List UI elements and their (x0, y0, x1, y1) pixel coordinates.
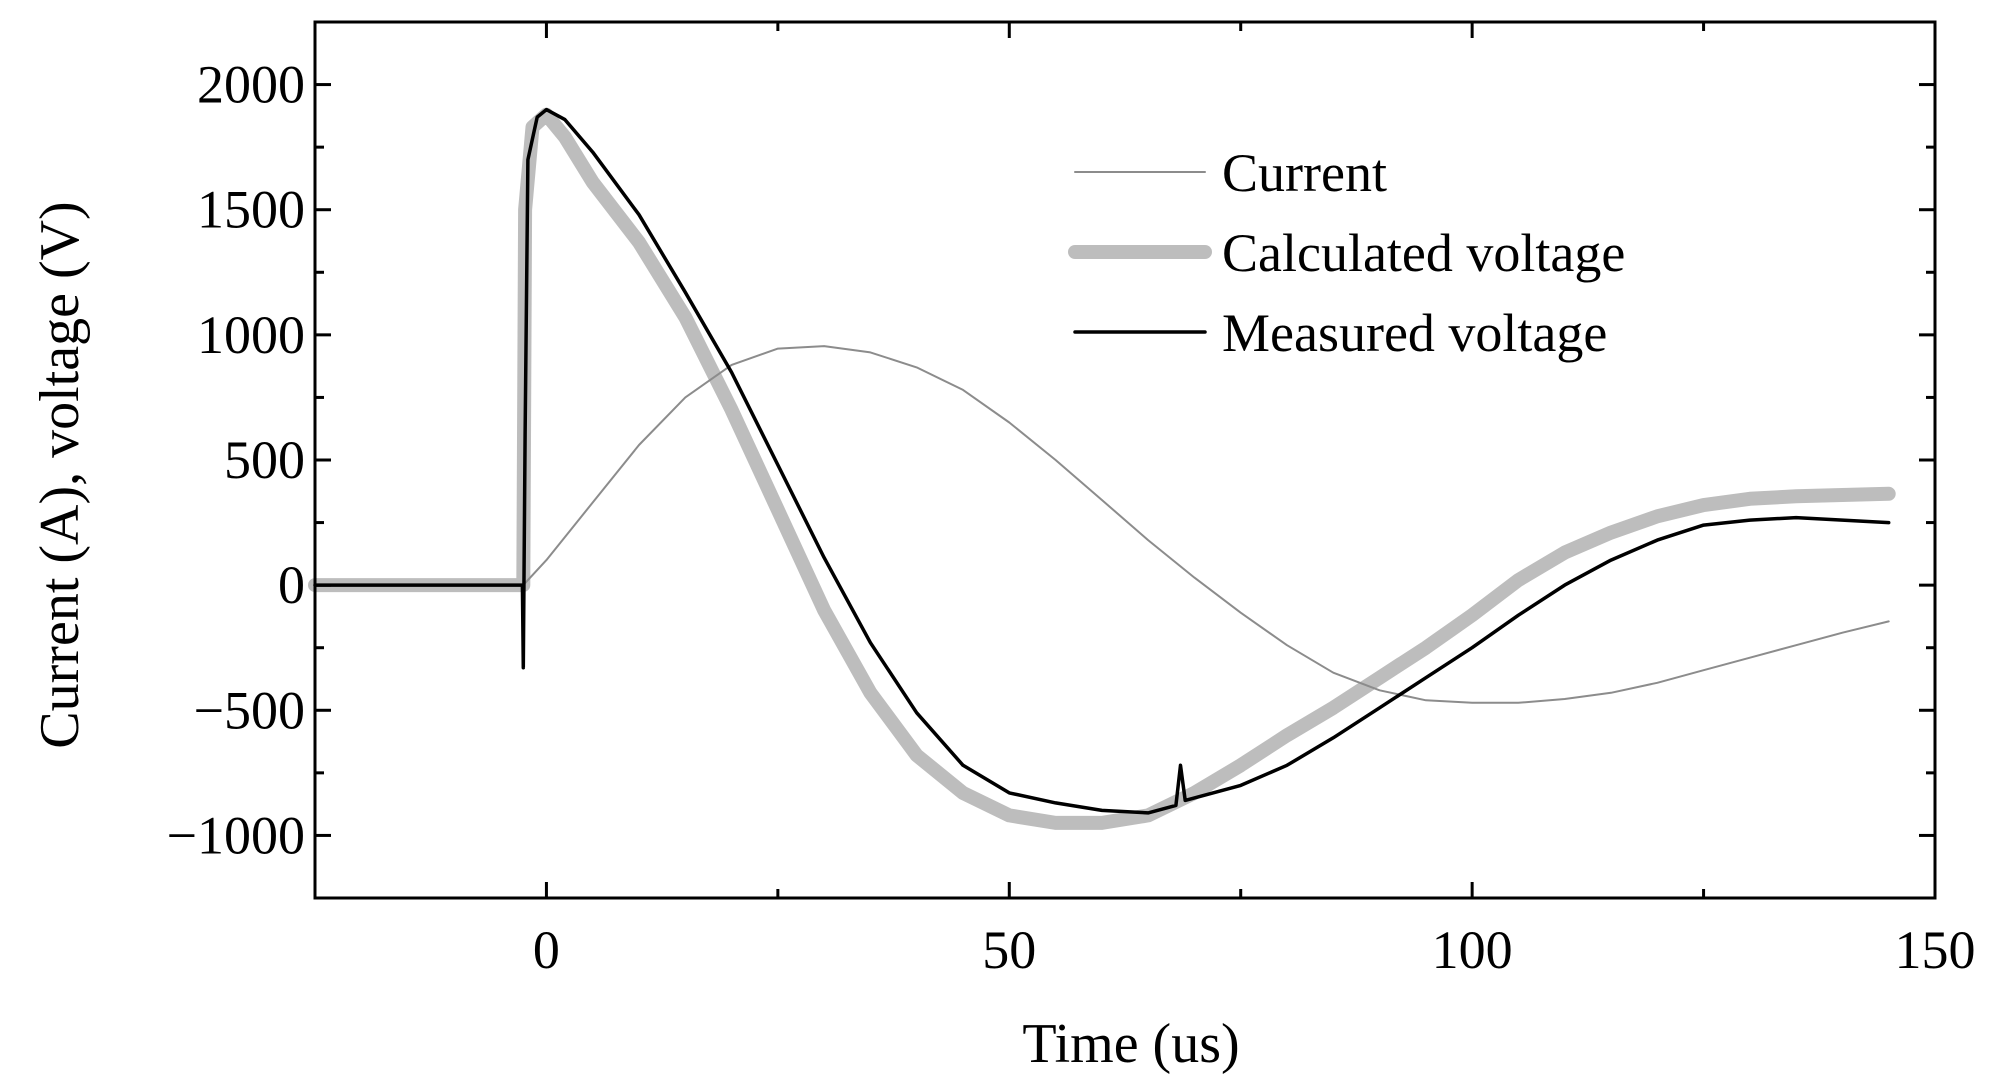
legend-label: Current (1222, 143, 1387, 203)
y-tick-label: 0 (278, 555, 305, 615)
legend-label: Measured voltage (1222, 303, 1607, 363)
y-tick-label: 1000 (197, 305, 305, 365)
x-tick-label: 0 (533, 920, 560, 980)
plot-frame (313, 20, 1937, 900)
x-tick-label: 50 (982, 920, 1036, 980)
series-layer (308, 107, 1896, 830)
series-line-current (314, 345, 1890, 704)
legend: Current Calculated voltage Measured voltag… (1068, 143, 1625, 363)
y-tick-label: 2000 (197, 55, 305, 115)
y-tick-label: 1500 (197, 180, 305, 240)
y-axis-title: Current (A), voltage (V) (29, 201, 91, 748)
series-line-calculated-voltage (308, 107, 1896, 830)
x-tick-label: 150 (1895, 920, 1976, 980)
x-tick-label: 100 (1432, 920, 1513, 980)
x-axis-title: Time (us) (1022, 1013, 1239, 1075)
legend-label: Calculated voltage (1222, 223, 1625, 283)
ticks-layer: 0 50 100 150 −1000 −500 0 500 1000 1500 2000 (167, 20, 1976, 980)
y-tick-label: 500 (224, 430, 305, 490)
y-tick-label: −1000 (167, 805, 305, 865)
y-tick-label: −500 (194, 680, 305, 740)
series-line-measured-voltage (313, 107, 1891, 815)
